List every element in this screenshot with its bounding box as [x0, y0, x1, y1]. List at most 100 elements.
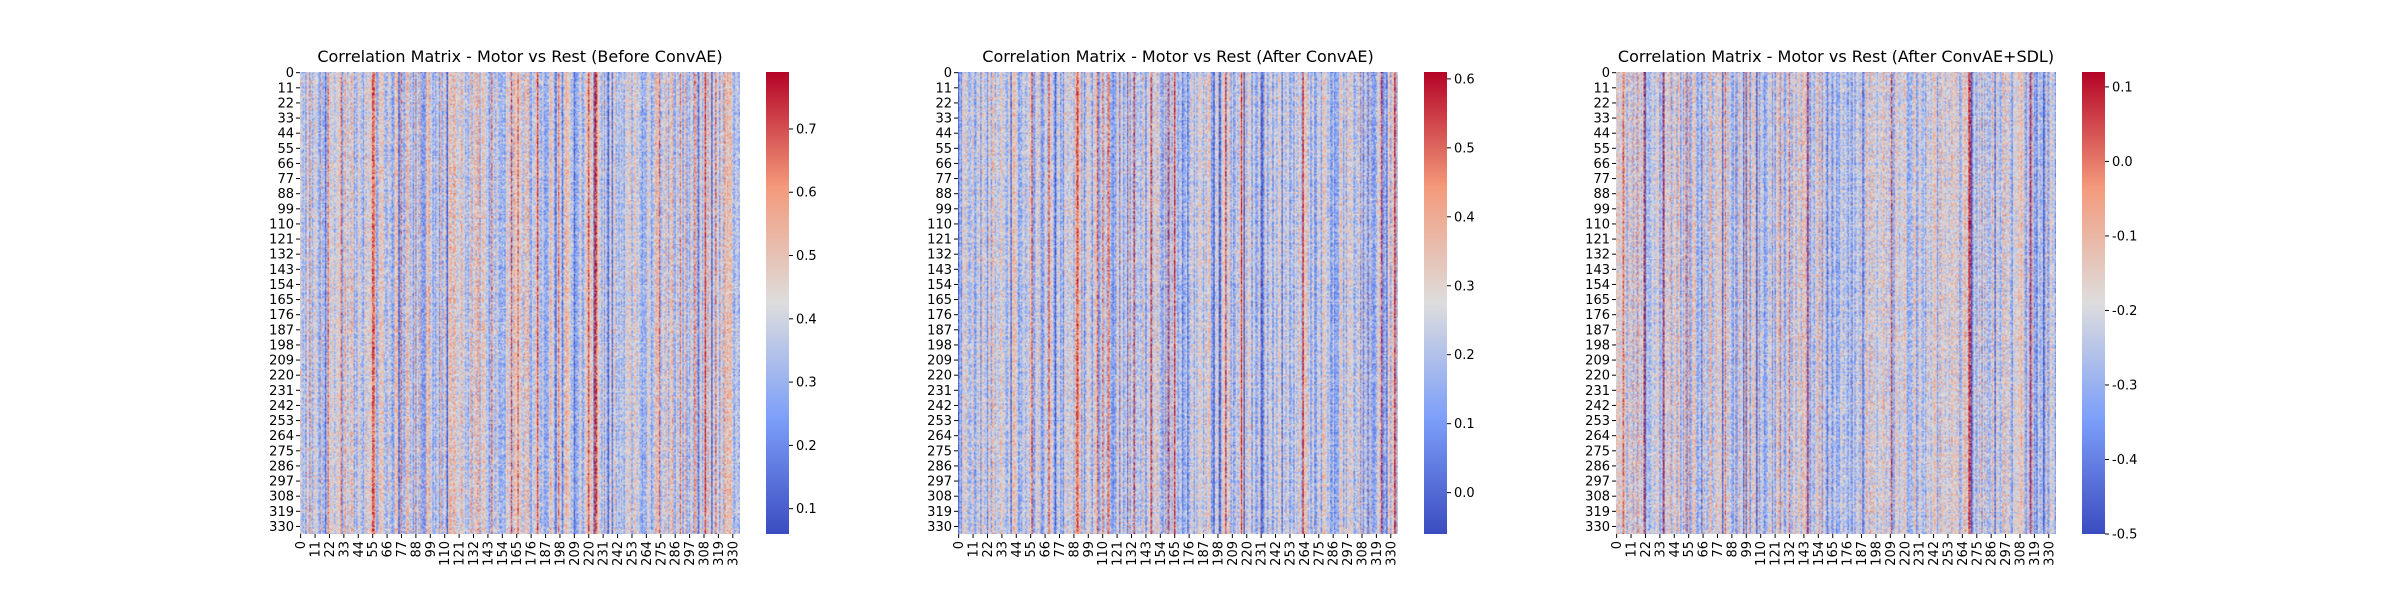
x-tick-label: 110 — [1096, 541, 1111, 566]
y-tick-label: 11 — [1593, 81, 1610, 96]
x-tick-label: 154 — [1154, 541, 1169, 566]
x-tick-label: 187 — [1855, 541, 1870, 566]
colorbar-tick-label: -0.1 — [2112, 229, 2137, 244]
x-tick-label: 88 — [1725, 541, 1740, 558]
x-tick-label: 66 — [1697, 541, 1712, 558]
x-tick-label: 242 — [1927, 541, 1942, 566]
x-tick-label: 11 — [967, 541, 982, 558]
y-tick-label: 99 — [1593, 202, 1610, 217]
x-tick-label: 209 — [1226, 541, 1241, 566]
x-tick-label: 264 — [1956, 541, 1971, 566]
x-tick-label: 220 — [582, 541, 597, 566]
x-tick-label: 286 — [1985, 541, 2000, 566]
y-tick-label: 176 — [927, 308, 952, 323]
y-tick-label: 319 — [1585, 505, 1610, 520]
x-tick-label: 209 — [1884, 541, 1899, 566]
y-tick-label: 110 — [927, 217, 952, 232]
y-tick-label: 308 — [927, 490, 952, 505]
y-tick-label: 0 — [286, 66, 294, 81]
y-tick-label: 11 — [277, 81, 294, 96]
y-tick-label: 176 — [1585, 308, 1610, 323]
x-tick-label: 187 — [539, 541, 554, 566]
x-tick-label: 286 — [669, 541, 684, 566]
y-tick-label: 275 — [269, 444, 294, 459]
y-tick-label: 253 — [269, 414, 294, 429]
y-tick-label: 187 — [269, 323, 294, 338]
y-tick-label: 22 — [1593, 96, 1610, 111]
y-tick-label: 187 — [927, 323, 952, 338]
x-tick-label: 275 — [1312, 541, 1327, 566]
y-tick-label: 154 — [927, 278, 952, 293]
x-tick-label: 132 — [467, 541, 482, 566]
y-tick-label: 132 — [269, 248, 294, 263]
y-tick-label: 143 — [269, 263, 294, 278]
y-tick-label: 253 — [1585, 414, 1610, 429]
x-tick-label: 44 — [1668, 541, 1683, 558]
colorbar-tick-label: 0.2 — [1454, 348, 1475, 363]
x-tick-label: 275 — [1970, 541, 1985, 566]
y-tick-label: 253 — [927, 414, 952, 429]
colorbar-tick-label: -0.2 — [2112, 304, 2137, 319]
x-tick-label: 165 — [1168, 541, 1183, 566]
x-tick-label: 33 — [995, 541, 1010, 558]
x-tick-label: 44 — [352, 541, 367, 558]
heatmap-cells-3 — [1616, 72, 2056, 534]
colorbar-2 — [1424, 72, 1447, 534]
y-tick-label: 0 — [1602, 66, 1610, 81]
y-tick-label: 231 — [269, 384, 294, 399]
x-tick-label: 253 — [1941, 541, 1956, 566]
colorbar-tick-label: 0.3 — [796, 376, 817, 391]
colorbar-tick-label: 0.5 — [1454, 141, 1475, 156]
x-tick-label: 286 — [1327, 541, 1342, 566]
y-tick-label: 297 — [927, 475, 952, 490]
y-tick-label: 198 — [269, 338, 294, 353]
y-tick-label: 297 — [1585, 475, 1610, 490]
x-tick-label: 66 — [381, 541, 396, 558]
y-tick-label: 330 — [927, 520, 952, 535]
x-tick-label: 0 — [952, 541, 967, 549]
heatmap-panel-3: Correlation Matrix - Motor vs Rest (Afte… — [1585, 47, 2137, 566]
y-tick-label: 308 — [1585, 490, 1610, 505]
x-tick-label: 22 — [981, 541, 996, 558]
x-tick-label: 55 — [366, 541, 381, 558]
chart-title-3: Correlation Matrix - Motor vs Rest (Afte… — [1618, 47, 2054, 66]
y-tick-label: 22 — [277, 96, 294, 111]
y-tick-label: 132 — [927, 248, 952, 263]
y-tick-label: 209 — [927, 354, 952, 369]
y-tick-label: 110 — [269, 217, 294, 232]
x-tick-label: 121 — [1111, 541, 1126, 566]
x-tick-label: 330 — [2042, 541, 2057, 566]
x-tick-label: 231 — [1913, 541, 1928, 566]
x-tick-label: 308 — [697, 541, 712, 566]
y-tick-label: 88 — [277, 187, 294, 202]
colorbar-tick-label: 0.4 — [1454, 210, 1475, 225]
y-tick-label: 286 — [927, 459, 952, 474]
x-tick-label: 209 — [568, 541, 583, 566]
y-tick-label: 44 — [277, 127, 294, 142]
heatmap-cells-2 — [958, 72, 1398, 534]
y-tick-label: 0 — [944, 66, 952, 81]
colorbar-tick-label: 0.7 — [796, 122, 817, 137]
x-tick-label: 11 — [309, 541, 324, 558]
y-tick-label: 330 — [1585, 520, 1610, 535]
x-tick-label: 165 — [1826, 541, 1841, 566]
y-tick-label: 77 — [277, 172, 294, 187]
x-tick-label: 99 — [424, 541, 439, 558]
x-tick-label: 143 — [481, 541, 496, 566]
y-tick-label: 198 — [1585, 338, 1610, 353]
y-tick-label: 66 — [277, 157, 294, 172]
y-tick-label: 330 — [269, 520, 294, 535]
colorbar-tick-label: 0.0 — [1454, 486, 1475, 501]
x-tick-label: 99 — [1740, 541, 1755, 558]
x-tick-label: 308 — [1355, 541, 1370, 566]
colorbar-tick-label: 0.4 — [796, 312, 817, 327]
x-tick-label: 297 — [683, 541, 698, 566]
y-tick-label: 165 — [927, 293, 952, 308]
colorbar-1 — [766, 72, 789, 534]
y-tick-label: 11 — [935, 81, 952, 96]
x-tick-label: 88 — [1067, 541, 1082, 558]
y-tick-label: 99 — [277, 202, 294, 217]
colorbar-3 — [2082, 72, 2105, 534]
colorbar-tick-label: -0.4 — [2112, 453, 2137, 468]
